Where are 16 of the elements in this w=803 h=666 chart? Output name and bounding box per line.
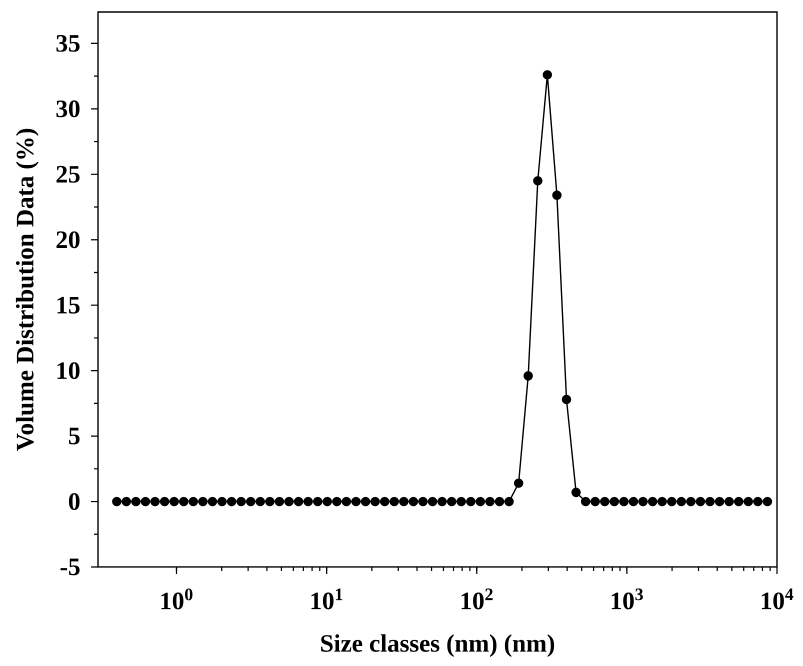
y-tick-label: 35 <box>56 35 80 52</box>
y-tick-label: 20 <box>56 231 80 248</box>
x-tick-label: 10$^{0}$ <box>161 588 192 610</box>
y-tick-label: 15 <box>58 296 80 314</box>
x-axis-title: Size classes (nm) (nm) <box>321 634 554 657</box>
y-tick-label: -5 <box>60 558 80 576</box>
x-tick-label: 10$^{3}$ <box>612 588 643 610</box>
x-tick-label: 10$^{1}$ <box>312 588 342 610</box>
y-tick-label: 30 <box>56 100 80 118</box>
x-tick-label: 10$^{4}$ <box>762 588 794 610</box>
y-tick-label: 5 <box>69 428 80 444</box>
y-tick-label: 0 <box>68 493 80 510</box>
x-tick-label: 10$^{2}$ <box>462 588 493 610</box>
y-tick-label: 10 <box>58 362 80 380</box>
y-tick-label: 25 <box>56 166 80 183</box>
y-axis-title: Volume Distribution Data (%) <box>16 128 39 451</box>
